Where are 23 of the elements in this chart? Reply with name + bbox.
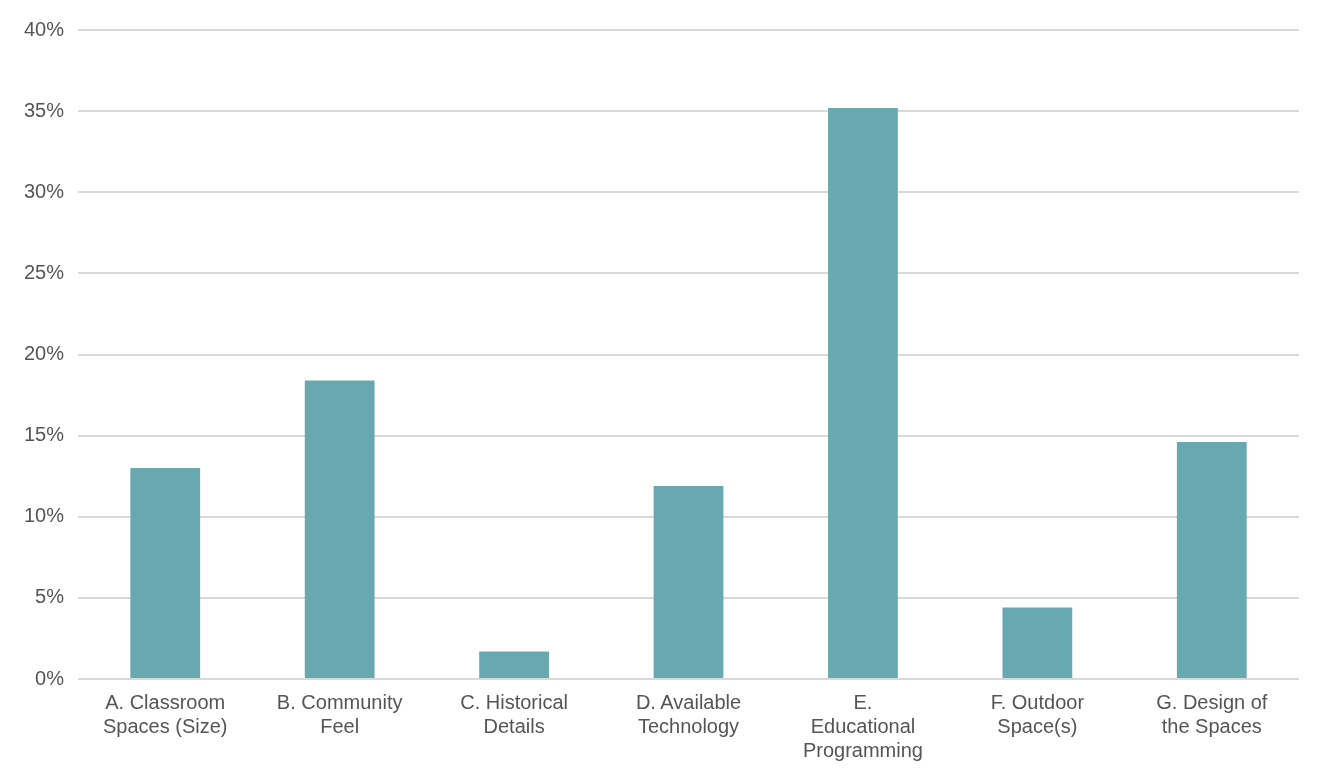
x-tick-label: A. Classroom Spaces (Size) <box>102 690 228 737</box>
y-tick-label: 15% <box>24 423 65 446</box>
y-tick-label: 40% <box>24 17 65 40</box>
bar <box>304 380 375 678</box>
x-tick-label: E. Educational Programming <box>802 690 923 761</box>
bar <box>479 651 549 678</box>
y-tick-label: 20% <box>24 342 65 365</box>
y-tick-label: 5% <box>35 585 65 608</box>
y-tick-label: 0% <box>35 666 65 689</box>
bar <box>1176 442 1247 678</box>
y-tick-label: 35% <box>24 98 65 121</box>
bar <box>1002 607 1073 678</box>
x-tick-label: G. Design of the Spaces <box>1156 690 1268 737</box>
x-tick-label: C. Historical Details <box>460 690 568 737</box>
bar <box>653 485 724 678</box>
y-tick-label: 30% <box>24 179 65 202</box>
y-tick-label: 10% <box>24 504 65 527</box>
x-tick-label: D. Available Technology <box>635 690 742 737</box>
bar <box>130 468 201 678</box>
x-tick-label: B. Community Feel <box>276 690 403 737</box>
y-tick-label: 25% <box>24 260 65 283</box>
x-tick-label: F. Outdoor Space(s) <box>990 690 1085 737</box>
bar <box>828 107 898 678</box>
